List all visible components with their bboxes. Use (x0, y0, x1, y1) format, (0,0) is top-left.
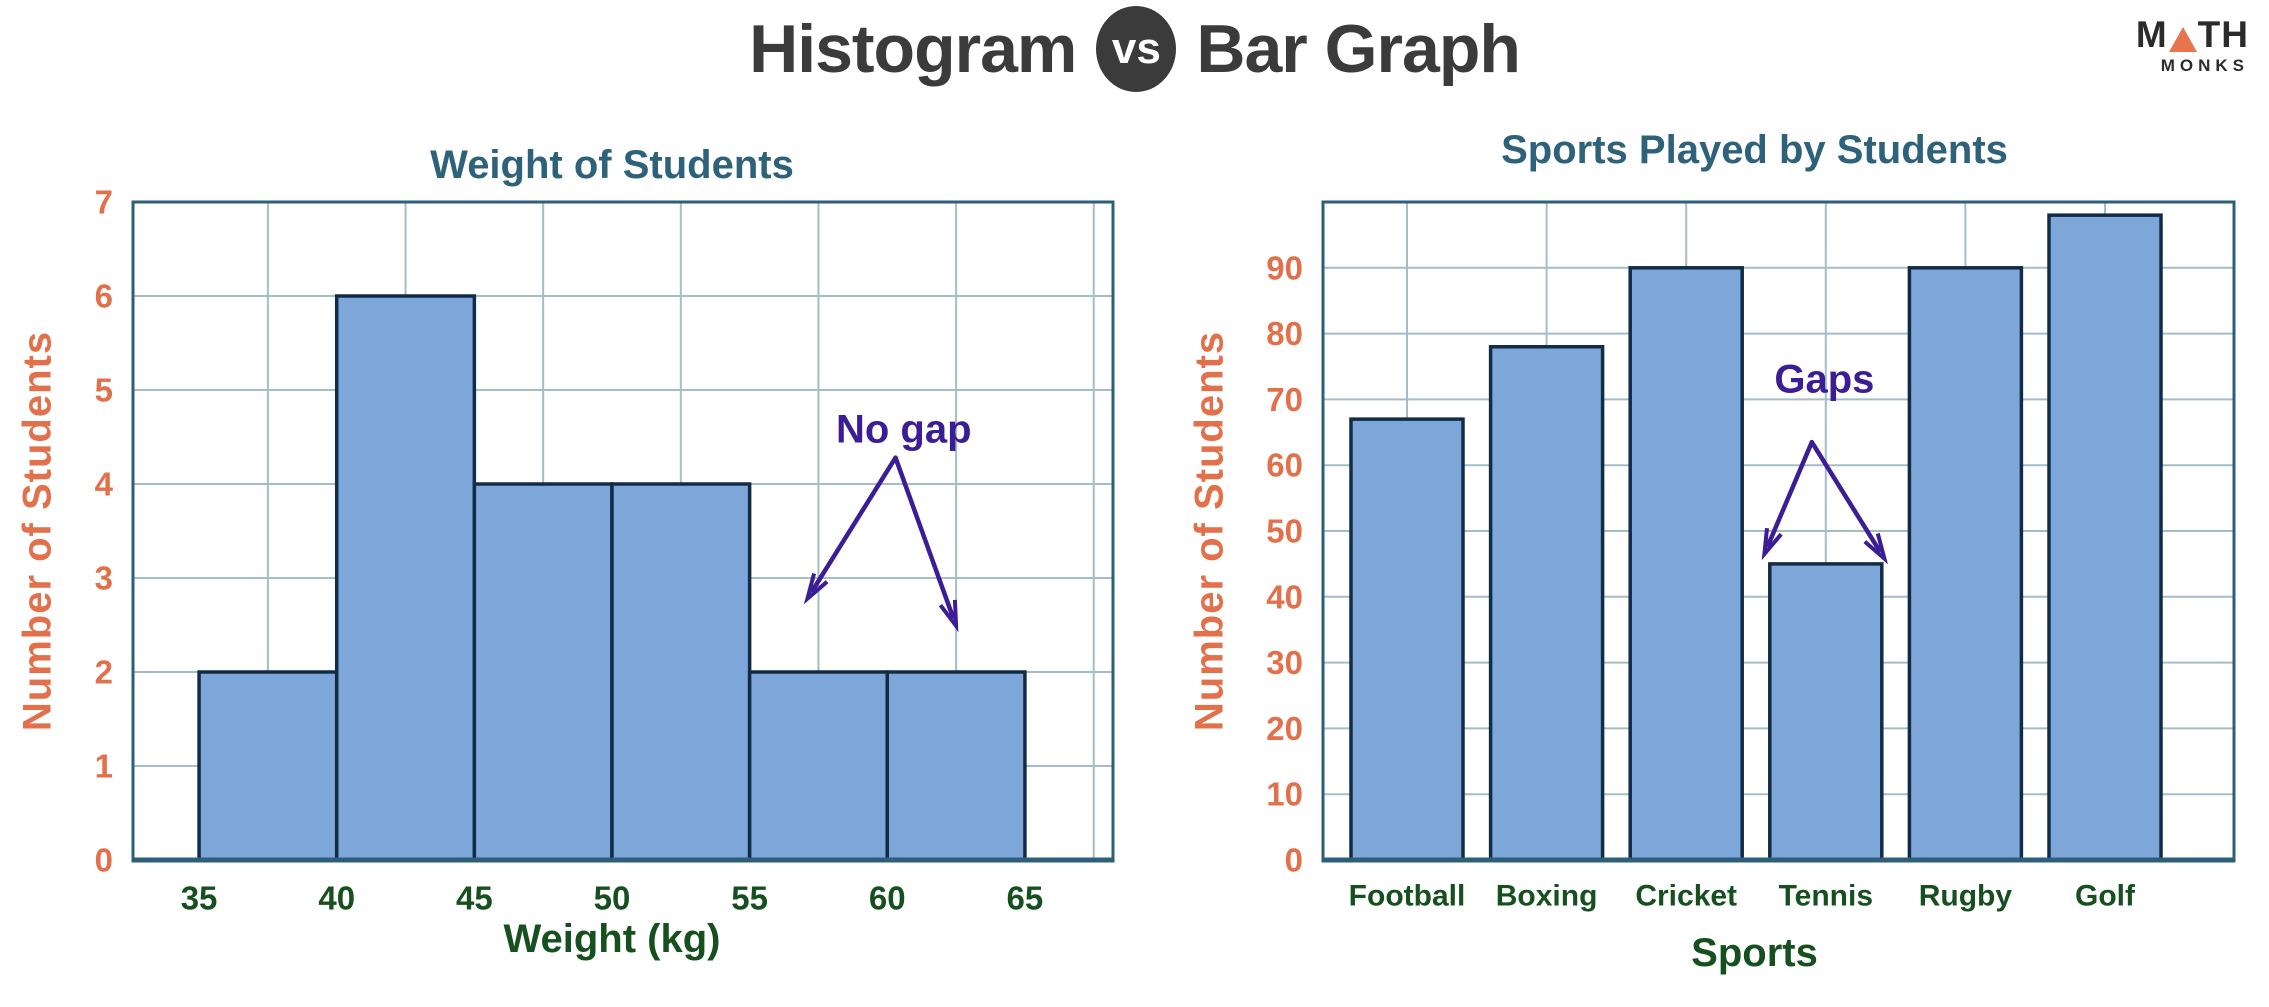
page-title: Histogram vs Bar Graph (0, 6, 2269, 92)
annotation-arrow-line (1766, 439, 1815, 548)
y-tick-label: 50 (1266, 513, 1303, 550)
gaps-annotation: Gaps (1774, 358, 1874, 402)
y-tick-label: 6 (95, 278, 113, 315)
y-tick-label: 90 (1266, 249, 1303, 286)
bar-boxing (1488, 345, 1605, 862)
x-tick-label: 35 (181, 880, 218, 917)
y-tick-label: 30 (1266, 644, 1303, 681)
histogram-bar-45-50 (472, 482, 614, 862)
y-tick-label: 20 (1266, 710, 1303, 747)
y-tick-label: 80 (1266, 315, 1303, 352)
page-title-right: Bar Graph (1196, 11, 1521, 87)
x-tick-label: 55 (731, 880, 768, 917)
x-tick-label: 45 (456, 880, 493, 917)
histogram-bar-50-55 (610, 482, 752, 862)
bar-graph-title: Sports Played by Students (1501, 128, 2008, 172)
bar-graph-x-axis-title: Sports (1691, 931, 1818, 975)
x-tick-label: 50 (594, 880, 631, 917)
x-category-label: Cricket (1635, 880, 1737, 913)
bar-football (1349, 417, 1465, 862)
annotation-arrowhead (938, 599, 959, 633)
bar-cricket (1628, 266, 1744, 862)
x-tick-label: 40 (318, 880, 355, 917)
bar-graph-chart: 0 10 20 30 40 50 60 70 80 90 Football Boxing Cricket… (1266, 200, 2236, 913)
y-tick-label: 40 (1266, 578, 1303, 615)
x-category-label: Rugby (1919, 880, 2013, 913)
histogram-bar-40-45 (334, 294, 477, 862)
bar-rugby (1907, 266, 2024, 862)
annotation-arrowhead (1761, 527, 1783, 561)
logo-line1: M TH (2136, 16, 2249, 53)
x-category-label: Tennis (1779, 880, 1873, 913)
bar-golf (2047, 213, 2163, 862)
y-tick-label: 5 (95, 372, 113, 409)
x-tick-label: 65 (1007, 880, 1044, 917)
bar-tennis (1768, 562, 1884, 862)
y-tick-label: 10 (1266, 776, 1303, 813)
histogram-bar-60-65 (885, 670, 1027, 862)
annotation-arrow-line (1809, 439, 1882, 553)
y-tick-label: 2 (95, 654, 113, 691)
annotation-arrowhead (803, 573, 829, 605)
histogram-bar-55-60 (747, 670, 890, 862)
math-monks-logo: M TH MONKS (2136, 16, 2249, 76)
vs-badge: vs (1096, 6, 1177, 92)
histogram-title: Weight of Students (430, 143, 794, 187)
annotation-arrow-line (893, 455, 955, 619)
histogram-bar-35-40 (197, 670, 339, 862)
y-tick-label: 7 (95, 184, 113, 221)
logo-line2: MONKS (2160, 56, 2249, 75)
logo-letters-th: TH (2197, 14, 2249, 55)
y-tick-label: 70 (1266, 381, 1303, 418)
y-tick-label: 1 (95, 748, 113, 785)
y-tick-label: 4 (95, 466, 114, 503)
y-tick-label: 3 (95, 560, 113, 597)
logo-letter-m: M (2135, 14, 2168, 55)
histogram-x-axis-title: Weight (kg) (503, 917, 721, 961)
annotation-arrow-line (810, 455, 898, 593)
x-category-label: Football (1349, 880, 1466, 913)
y-tick-label: 0 (95, 842, 113, 879)
annotation-arrowhead (1863, 532, 1889, 565)
x-tick-label: 60 (869, 880, 906, 917)
x-category-label: Golf (2075, 880, 2136, 913)
no-gap-annotation: No gap (836, 407, 972, 451)
y-tick-label: 0 (1285, 842, 1303, 879)
y-tick-label: 60 (1266, 447, 1303, 484)
x-category-label: Boxing (1496, 880, 1598, 913)
logo-triangle-icon (2168, 27, 2197, 52)
page-title-left: Histogram (749, 11, 1077, 87)
